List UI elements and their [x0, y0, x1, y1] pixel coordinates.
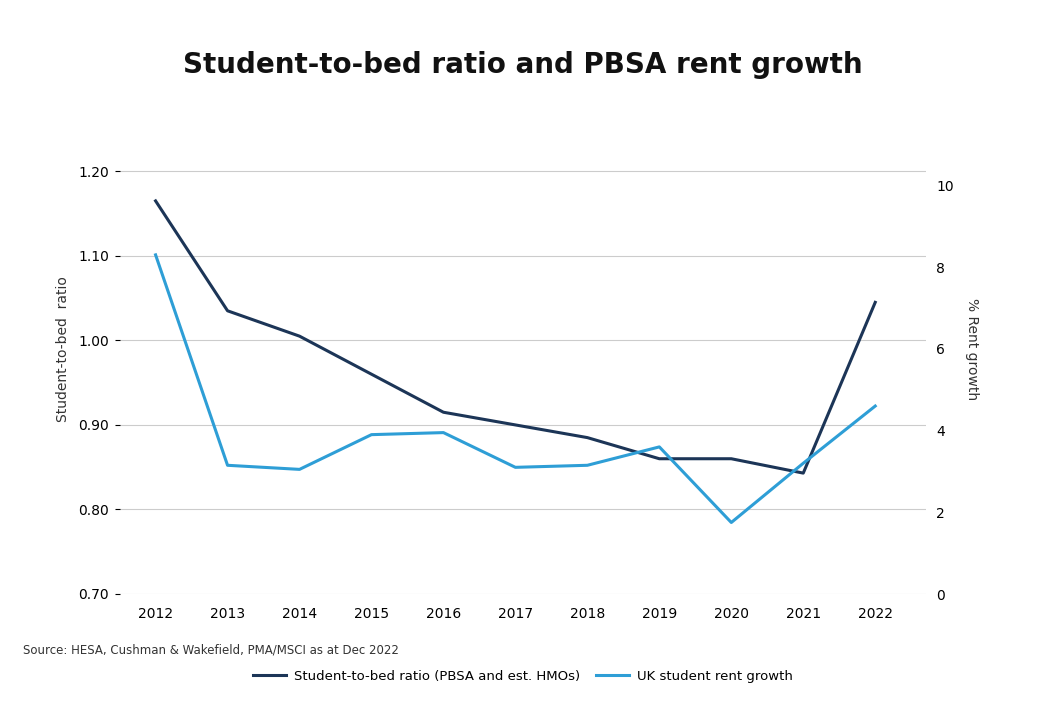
Text: @LGIM: @LGIM — [889, 22, 940, 38]
UK student rent growth — [725, 518, 737, 527]
Line: UK student rent growth: UK student rent growth — [156, 255, 876, 523]
Student-to-bed ratio (PBSA and est. HMOs) — [293, 332, 306, 341]
UK student rent growth — [581, 461, 594, 469]
Text: January 2023   ESG and long-term themes: January 2023 ESG and long-term themes — [23, 23, 333, 37]
Line: Student-to-bed ratio (PBSA and est. HMOs): Student-to-bed ratio (PBSA and est. HMOs… — [156, 201, 876, 473]
Student-to-bed ratio (PBSA and est. HMOs) — [581, 433, 594, 442]
Student-to-bed ratio (PBSA and est. HMOs) — [510, 420, 522, 429]
Student-to-bed ratio (PBSA and est. HMOs) — [222, 307, 234, 315]
UK student rent growth — [653, 443, 666, 451]
Legend: Student-to-bed ratio (PBSA and est. HMOs), UK student rent growth: Student-to-bed ratio (PBSA and est. HMOs… — [248, 665, 798, 688]
UK student rent growth — [797, 459, 809, 467]
UK student rent growth — [293, 465, 306, 474]
Text: Source: HESA, Cushman & Wakefield, PMA/MSCI as at Dec 2022: Source: HESA, Cushman & Wakefield, PMA/M… — [23, 644, 398, 657]
Student-to-bed ratio (PBSA and est. HMOs) — [797, 469, 809, 477]
Y-axis label: % Rent growth: % Rent growth — [965, 298, 979, 400]
Student-to-bed ratio (PBSA and est. HMOs) — [365, 370, 378, 379]
UK student rent growth — [510, 463, 522, 472]
Student-to-bed ratio (PBSA and est. HMOs) — [150, 197, 162, 205]
Student-to-bed ratio (PBSA and est. HMOs) — [653, 454, 666, 463]
Text: ○  lgimblog.com: ○ lgimblog.com — [655, 23, 776, 37]
Title: Student-to-bed ratio and PBSA rent growth: Student-to-bed ratio and PBSA rent growt… — [183, 51, 862, 79]
Student-to-bed ratio (PBSA and est. HMOs) — [869, 298, 882, 307]
Y-axis label: Student-to-bed  ratio: Student-to-bed ratio — [56, 276, 70, 422]
UK student rent growth — [869, 402, 882, 410]
UK student rent growth — [150, 251, 162, 259]
UK student rent growth — [437, 428, 449, 437]
Student-to-bed ratio (PBSA and est. HMOs) — [437, 408, 449, 417]
UK student rent growth — [222, 461, 234, 469]
UK student rent growth — [365, 431, 378, 439]
Student-to-bed ratio (PBSA and est. HMOs) — [725, 454, 737, 463]
